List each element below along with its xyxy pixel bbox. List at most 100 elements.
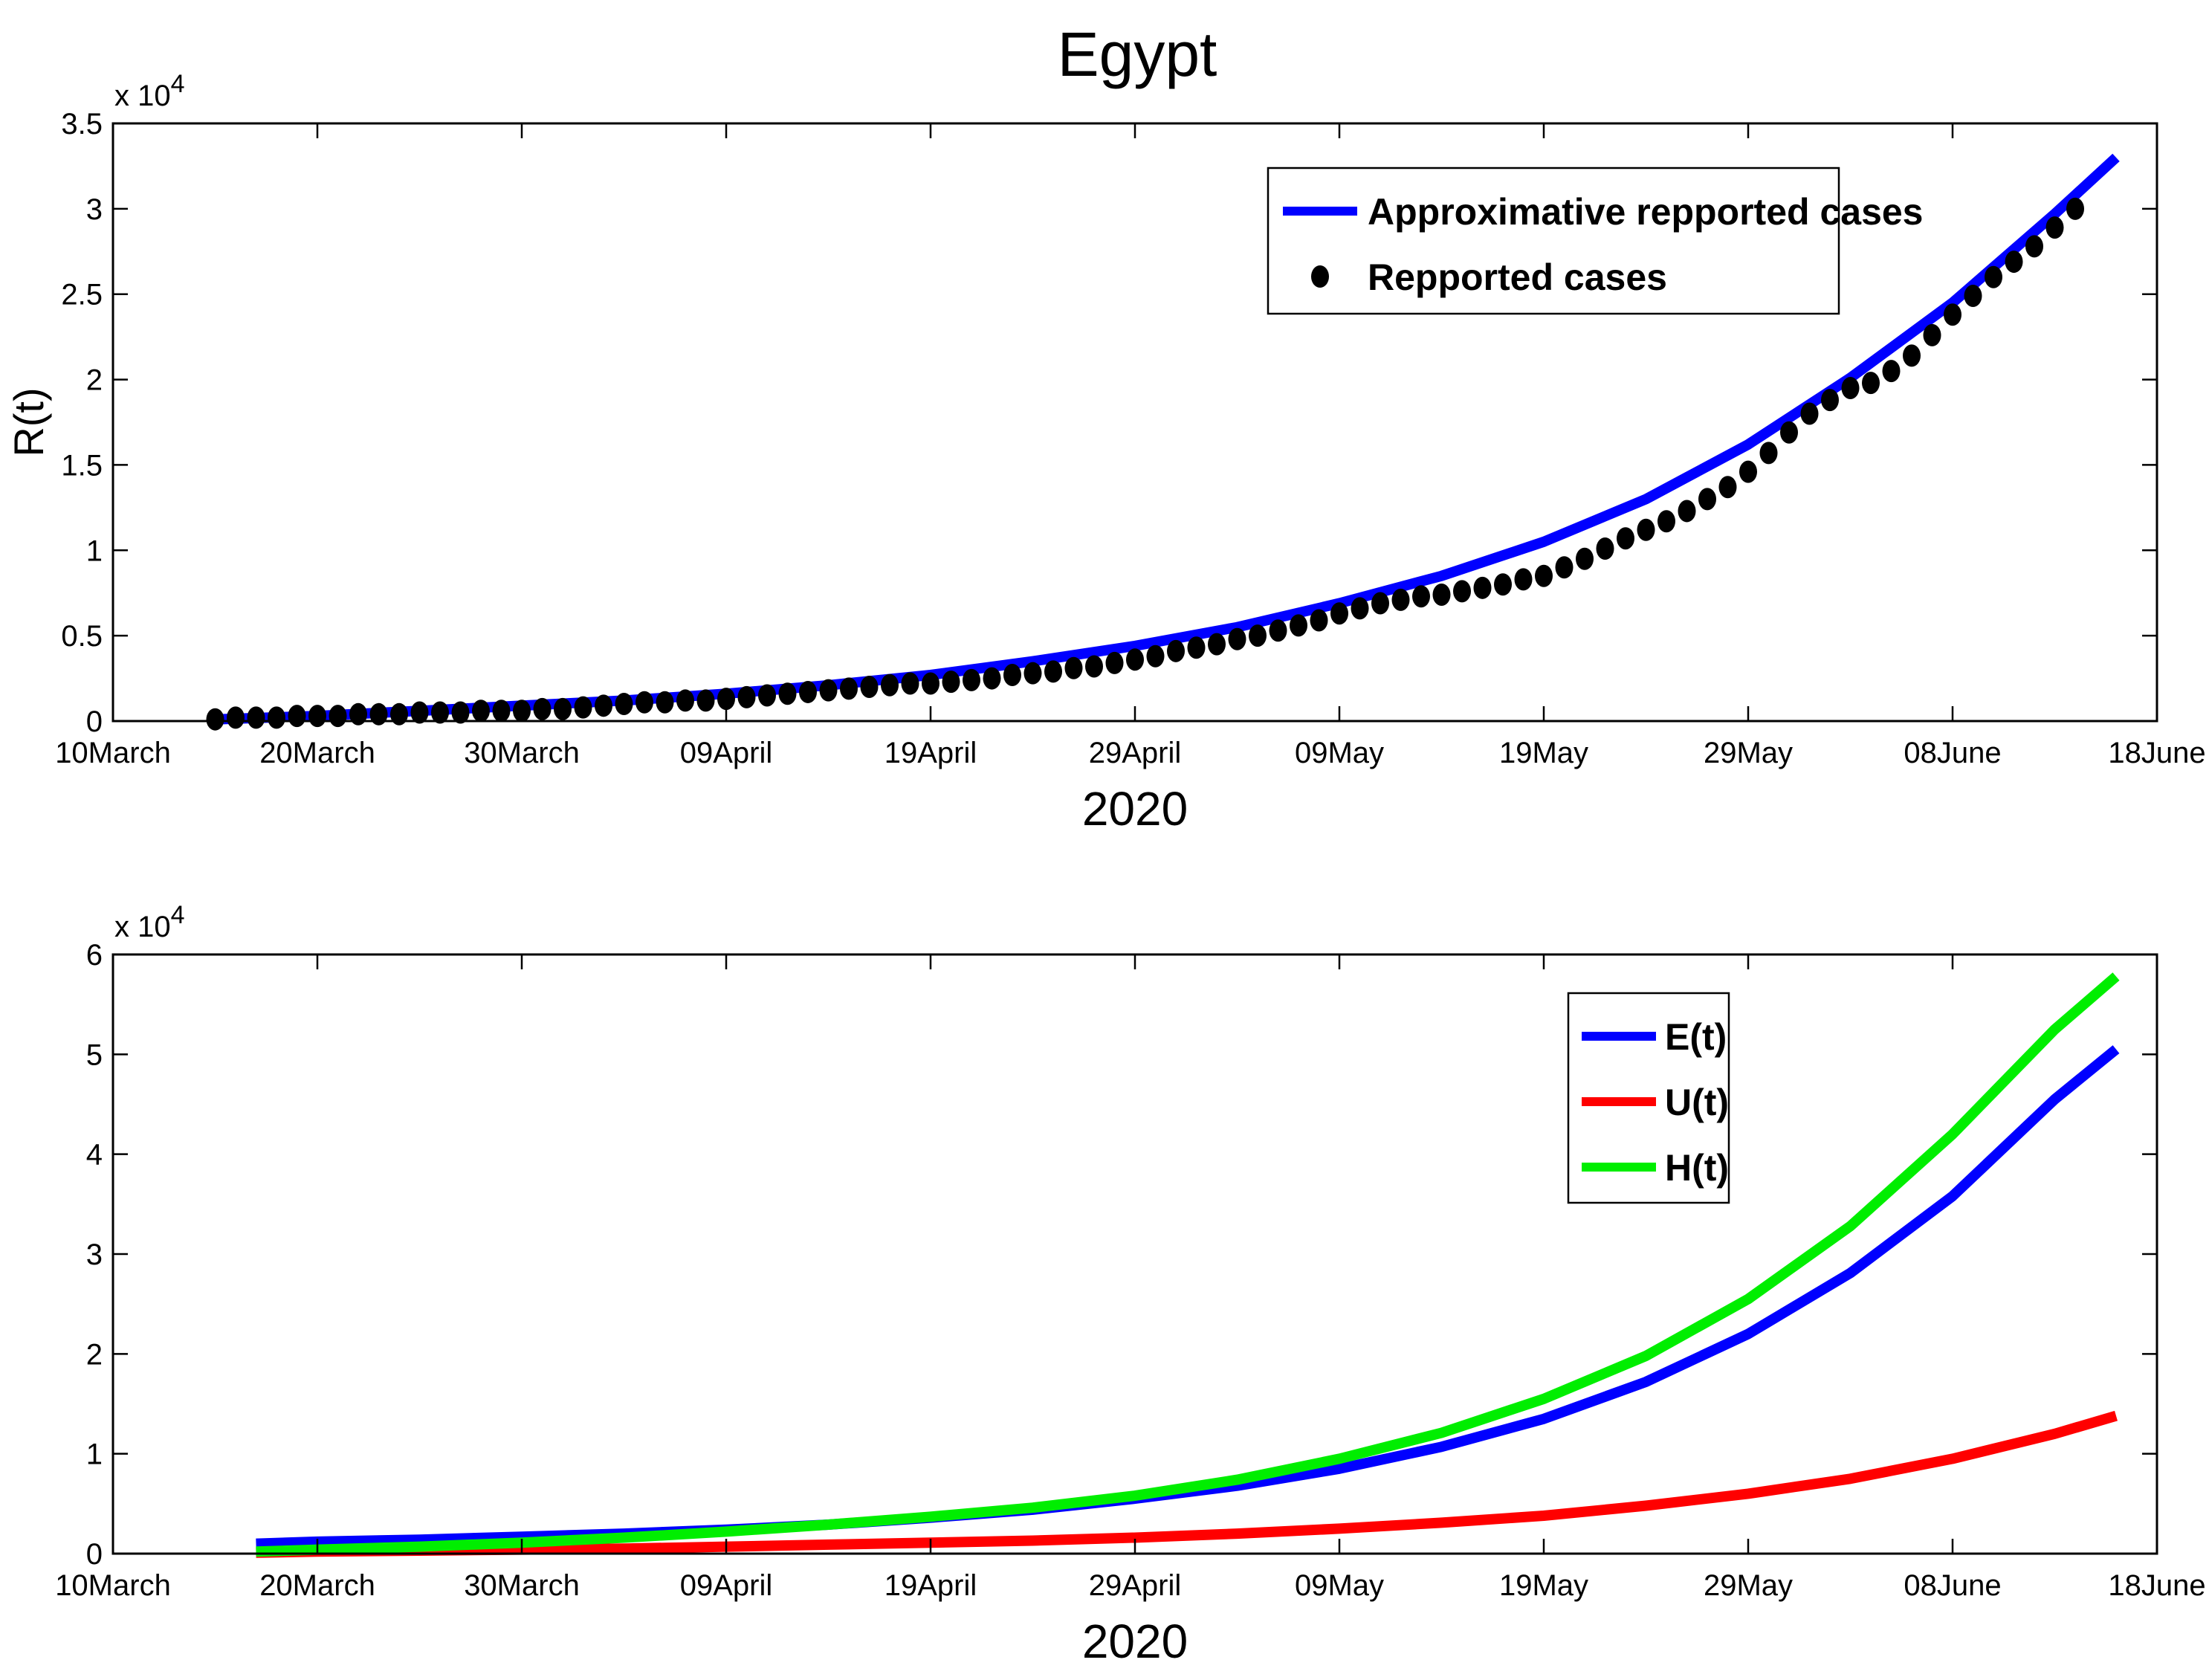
reported-case-point [1208,633,1226,656]
reported-case-point [901,672,919,695]
reported-case-point [1167,639,1185,662]
reported-case-point [1310,609,1328,632]
reported-case-point [1126,648,1144,671]
x-tick-label: 19May [1499,1569,1588,1602]
reported-case-point [1249,624,1267,647]
reported-case-point [799,680,817,703]
top-y-multiplier-base: x 10 [114,80,171,112]
x-tick-label: 30March [464,737,580,769]
reported-case-point [533,697,552,720]
reported-case-point [1494,573,1512,596]
reported-case-point [1882,360,1901,383]
reported-case-point [1759,442,1778,465]
y-tick-label: 3.5 [61,108,103,140]
y-tick-label: 1 [86,534,103,567]
reported-case-point [1064,656,1083,679]
x-tick-label: 08June [1904,1569,2001,1602]
reported-case-point [1330,602,1348,625]
y-tick-label: 0.5 [61,620,103,653]
x-tick-label: 29April [1089,1569,1182,1602]
reported-case-point [717,688,735,711]
reported-case-point [595,694,612,717]
top-panel: 10March 20March 30March 09April 19April 29Apr… [5,70,2206,836]
x-tick-label: 20March [259,737,375,769]
x-tick-label: 20March [259,1569,375,1602]
reported-case-point [2045,216,2064,239]
reported-case-point [1944,303,1961,326]
x-tick-label: 18June [2108,737,2205,769]
reported-case-point [1044,660,1062,683]
reported-case-point [288,705,306,728]
bottom-legend-label-h: H(t) [1665,1147,1729,1189]
y-tick-label: 3 [86,1238,103,1271]
x-tick-label: 08June [1904,737,2001,769]
bottom-series-layer [256,972,2120,1558]
bottom-y-multiplier-exponent: 4 [171,901,185,929]
reported-case-point [268,706,285,729]
y-tick-label: 0 [86,705,103,738]
x-tick-label: 10March [55,737,171,769]
top-legend-marker-swatch [1311,265,1329,288]
y-tick-label: 5 [86,1038,103,1071]
bottom-legend: E(t) U(t) H(t) [1567,992,1730,1204]
x-tick-label: 19April [884,737,977,769]
y-tick-label: 0 [86,1538,103,1571]
y-tick-label: 2 [86,1338,103,1371]
bottom-panel: 10March 20March 30March 09April 19April 29Apr… [55,901,2205,1668]
reported-case-point [1800,402,1819,425]
reported-case-point [1862,372,1880,395]
reported-case-point [1678,500,1696,523]
reported-case-point [1269,619,1287,642]
reported-case-point [758,684,776,707]
bottom-ticks: 10March 20March 30March 09April 19April 29Apr… [55,939,2205,1602]
y-tick-label: 4 [86,1139,103,1172]
reported-case-point [1596,537,1614,560]
reported-case-point [1391,588,1410,611]
reported-case-point [1085,655,1103,678]
reported-case-point [615,693,633,716]
bottom-legend-label-e: E(t) [1665,1016,1727,1058]
top-y-multiplier: x 104 [114,70,185,112]
top-y-axis-label: R(t) [5,387,52,456]
reported-case-point [1535,564,1553,587]
reported-case-point [635,691,653,714]
x-tick-label: 09April [680,737,773,769]
reported-case-point [390,702,408,726]
reported-case-point [1146,644,1165,668]
reported-case-point [1412,585,1430,608]
reported-case-point [1514,568,1533,591]
reported-case-point [1903,344,1921,367]
reported-case-point [247,706,265,729]
x-tick-label: 29May [1704,737,1793,769]
reported-case-point [1228,627,1246,650]
reported-case-point [1003,663,1021,686]
reported-case-point [1187,636,1206,659]
y-tick-label: 1.5 [61,449,103,482]
x-tick-label: 30March [464,1569,580,1602]
reported-case-point [1371,592,1389,615]
y-tick-label: 3 [86,193,103,226]
reported-case-point [1432,584,1451,607]
reported-case-point [1821,389,1839,412]
bottom-x-axis-label: 2020 [1082,1615,1188,1668]
reported-case-point [227,706,245,729]
bottom-legend-label-u: U(t) [1665,1082,1729,1123]
reported-case-point [2005,251,2023,274]
reported-case-point [349,702,367,726]
y-tick-label: 1 [86,1438,103,1471]
reported-case-point [1473,576,1492,599]
reported-case-point [737,685,756,708]
reported-case-point [2066,197,2084,220]
reported-case-point [656,691,674,714]
bottom-y-multiplier: x 104 [114,901,185,943]
top-legend-label-approx: Approximative repported cases [1368,191,1924,233]
reported-case-point [1290,614,1307,637]
bottom-y-multiplier-base: x 10 [114,911,171,943]
reported-case-point [1617,527,1634,550]
reported-case-point [431,701,449,724]
reported-case-point [840,677,858,700]
y-tick-label: 2.5 [61,279,103,311]
reported-case-point [206,708,224,731]
